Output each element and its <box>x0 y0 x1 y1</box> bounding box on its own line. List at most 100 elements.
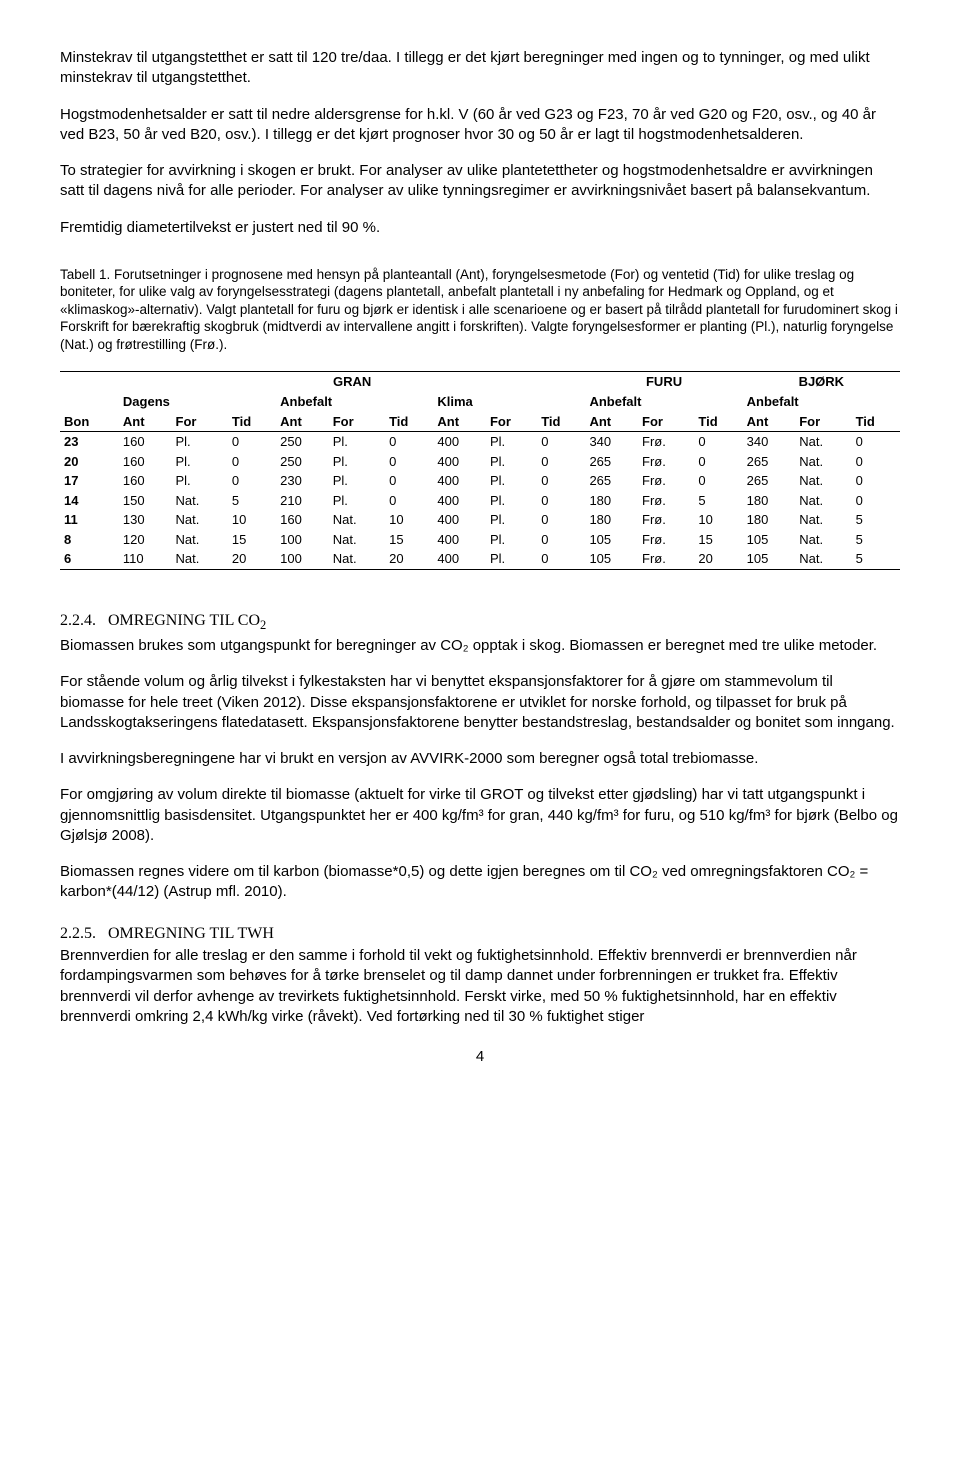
cell: Pl. <box>486 510 537 530</box>
cell: 110 <box>119 549 172 569</box>
cell: 250 <box>276 432 329 452</box>
col-tid: Tid <box>852 412 900 432</box>
table-row: 23160Pl.0250Pl.0400Pl.0340Frø.0340Nat.0 <box>60 432 900 452</box>
cell: 0 <box>537 510 585 530</box>
cell: Pl. <box>329 452 385 472</box>
cell: 230 <box>276 471 329 491</box>
cell: 0 <box>537 452 585 472</box>
cell: 20 <box>228 549 276 569</box>
cell: 5 <box>852 510 900 530</box>
paragraph-4: Fremtidig diametertilvekst er justert ne… <box>60 218 900 238</box>
paragraph-10: Brennverdien for alle treslag er den sam… <box>60 946 900 1027</box>
cell: Pl. <box>486 491 537 511</box>
cell-bon: 20 <box>60 452 119 472</box>
cell: Frø. <box>638 530 694 550</box>
paragraph-9: Biomassen regnes videre om til karbon (b… <box>60 862 900 903</box>
cell: Nat. <box>795 452 851 472</box>
cell: Pl. <box>172 471 228 491</box>
table-row: 20160Pl.0250Pl.0400Pl.0265Frø.0265Nat.0 <box>60 452 900 472</box>
cell: 340 <box>743 432 796 452</box>
gran-header: GRAN <box>119 372 586 392</box>
cell-bon: 14 <box>60 491 119 511</box>
col-tid: Tid <box>228 412 276 432</box>
cell: 15 <box>228 530 276 550</box>
cell: Nat. <box>172 549 228 569</box>
cell: 10 <box>694 510 742 530</box>
cell: 160 <box>119 471 172 491</box>
cell: 10 <box>385 510 433 530</box>
cell: 0 <box>537 471 585 491</box>
cell: 265 <box>585 471 638 491</box>
dagens-header: Dagens <box>119 392 276 412</box>
cell: 180 <box>585 510 638 530</box>
col-bon: Bon <box>60 412 119 432</box>
col-for: For <box>172 412 228 432</box>
cell: 0 <box>385 452 433 472</box>
cell: 0 <box>385 471 433 491</box>
cell: 160 <box>119 432 172 452</box>
cell: 0 <box>694 452 742 472</box>
cell: 0 <box>228 432 276 452</box>
cell: 5 <box>852 530 900 550</box>
anbefalt-header-3: Anbefalt <box>743 392 900 412</box>
paragraph-2: Hogstmodenhetsalder er satt til nedre al… <box>60 105 900 146</box>
cell: 120 <box>119 530 172 550</box>
cell: 400 <box>433 432 486 452</box>
col-ant: Ant <box>433 412 486 432</box>
section-224-title: OMREGNING TIL CO <box>108 612 260 629</box>
cell: 180 <box>743 510 796 530</box>
cell: 0 <box>537 530 585 550</box>
cell: Frø. <box>638 491 694 511</box>
paragraph-7: I avvirkningsberegningene har vi brukt e… <box>60 749 900 769</box>
cell: Pl. <box>486 549 537 569</box>
cell: Frø. <box>638 452 694 472</box>
cell: Nat. <box>795 549 851 569</box>
cell: 105 <box>743 549 796 569</box>
paragraph-8: For omgjøring av volum direkte til bioma… <box>60 785 900 846</box>
cell: 10 <box>228 510 276 530</box>
cell: 0 <box>852 471 900 491</box>
cell: 400 <box>433 510 486 530</box>
cell-bon: 8 <box>60 530 119 550</box>
col-tid: Tid <box>694 412 742 432</box>
cell: Frø. <box>638 510 694 530</box>
cell: 210 <box>276 491 329 511</box>
section-224-num: 2.2.4. <box>60 612 96 629</box>
cell: Nat. <box>795 491 851 511</box>
cell: 250 <box>276 452 329 472</box>
cell: 265 <box>585 452 638 472</box>
table-row: 6110Nat.20100Nat.20400Pl.0105Frø.20105Na… <box>60 549 900 569</box>
col-for: For <box>795 412 851 432</box>
cell: 0 <box>228 452 276 472</box>
section-225-num: 2.2.5. <box>60 925 96 942</box>
table-row: 8120Nat.15100Nat.15400Pl.0105Frø.15105Na… <box>60 530 900 550</box>
cell-bon: 11 <box>60 510 119 530</box>
cell: 400 <box>433 471 486 491</box>
cell: 340 <box>585 432 638 452</box>
cell: 105 <box>585 530 638 550</box>
cell: Nat. <box>172 491 228 511</box>
cell: Nat. <box>172 510 228 530</box>
cell: 130 <box>119 510 172 530</box>
cell-bon: 23 <box>60 432 119 452</box>
cell: 150 <box>119 491 172 511</box>
cell: Pl. <box>329 432 385 452</box>
cell: 400 <box>433 452 486 472</box>
paragraph-3: To strategier for avvirkning i skogen er… <box>60 161 900 202</box>
cell: 160 <box>119 452 172 472</box>
cell: 400 <box>433 530 486 550</box>
col-ant: Ant <box>119 412 172 432</box>
bjork-header: BJØRK <box>743 372 900 392</box>
cell: 0 <box>852 432 900 452</box>
col-ant: Ant <box>276 412 329 432</box>
paragraph-5: Biomassen brukes som utgangspunkt for be… <box>60 636 900 656</box>
furu-header: FURU <box>585 372 742 392</box>
table-row: 11130Nat.10160Nat.10400Pl.0180Frø.10180N… <box>60 510 900 530</box>
table-row: 17160Pl.0230Pl.0400Pl.0265Frø.0265Nat.0 <box>60 471 900 491</box>
cell: 160 <box>276 510 329 530</box>
page-number: 4 <box>60 1047 900 1067</box>
col-for: For <box>638 412 694 432</box>
cell: Nat. <box>172 530 228 550</box>
cell: Pl. <box>486 530 537 550</box>
cell: Pl. <box>172 452 228 472</box>
